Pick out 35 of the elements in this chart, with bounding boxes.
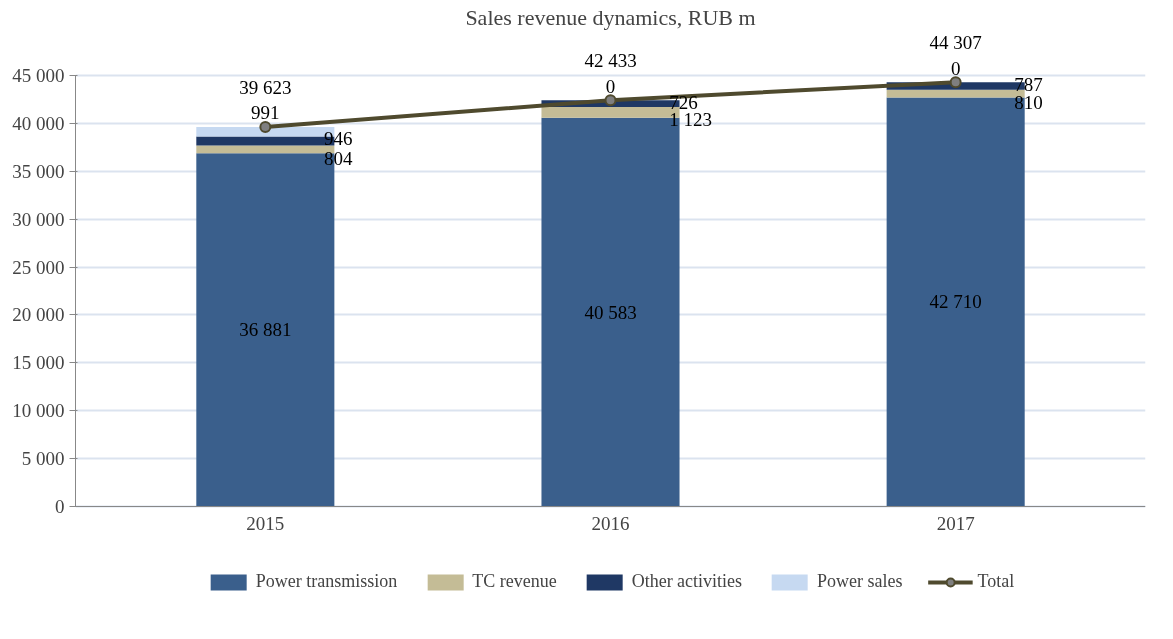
- x-tick-label: 2015: [246, 513, 285, 535]
- y-tick-label: 35 000: [12, 160, 65, 182]
- data-label: 946: [324, 127, 353, 149]
- data-label: 44 307: [929, 32, 982, 54]
- y-tick-label: 40 000: [12, 112, 65, 134]
- data-label: 0: [605, 75, 616, 97]
- legend-label: Power transmission: [255, 571, 398, 592]
- legend-label: Other activities: [631, 571, 743, 592]
- y-tick-label: 5 000: [21, 447, 65, 469]
- x-tick-label: 2017: [936, 513, 975, 535]
- data-label: 42 433: [584, 50, 637, 72]
- data-label: 991: [251, 102, 280, 124]
- data-label: 40 583: [584, 301, 637, 323]
- bar: [196, 145, 335, 154]
- data-label: 36 881: [239, 319, 292, 341]
- point: [259, 121, 272, 134]
- y-tick-label: 20 000: [12, 304, 65, 326]
- data-label: 787: [1014, 73, 1043, 95]
- y-tick-label: 45 000: [12, 65, 65, 87]
- point: [604, 94, 617, 107]
- data-label: 39 623: [239, 77, 292, 99]
- y-tick-label: 0: [55, 495, 65, 517]
- y-tick-label: 10 000: [12, 400, 65, 422]
- point: [949, 76, 962, 89]
- x-tick-label: 2016: [591, 513, 630, 535]
- y-tick-label: 25 000: [12, 256, 65, 278]
- chart-title: Sales revenue dynamics, RUB m: [465, 5, 756, 30]
- legend-label: Power sales: [817, 571, 903, 592]
- y-tick-label: 15 000: [12, 352, 65, 374]
- y-tick-label: 30 000: [12, 208, 65, 230]
- data-label: 0: [950, 57, 961, 79]
- legend-label: Total: [977, 571, 1015, 592]
- legend-label: TC revenue: [472, 571, 557, 592]
- data-label: 42 710: [929, 291, 982, 313]
- data-label: 726: [669, 91, 698, 113]
